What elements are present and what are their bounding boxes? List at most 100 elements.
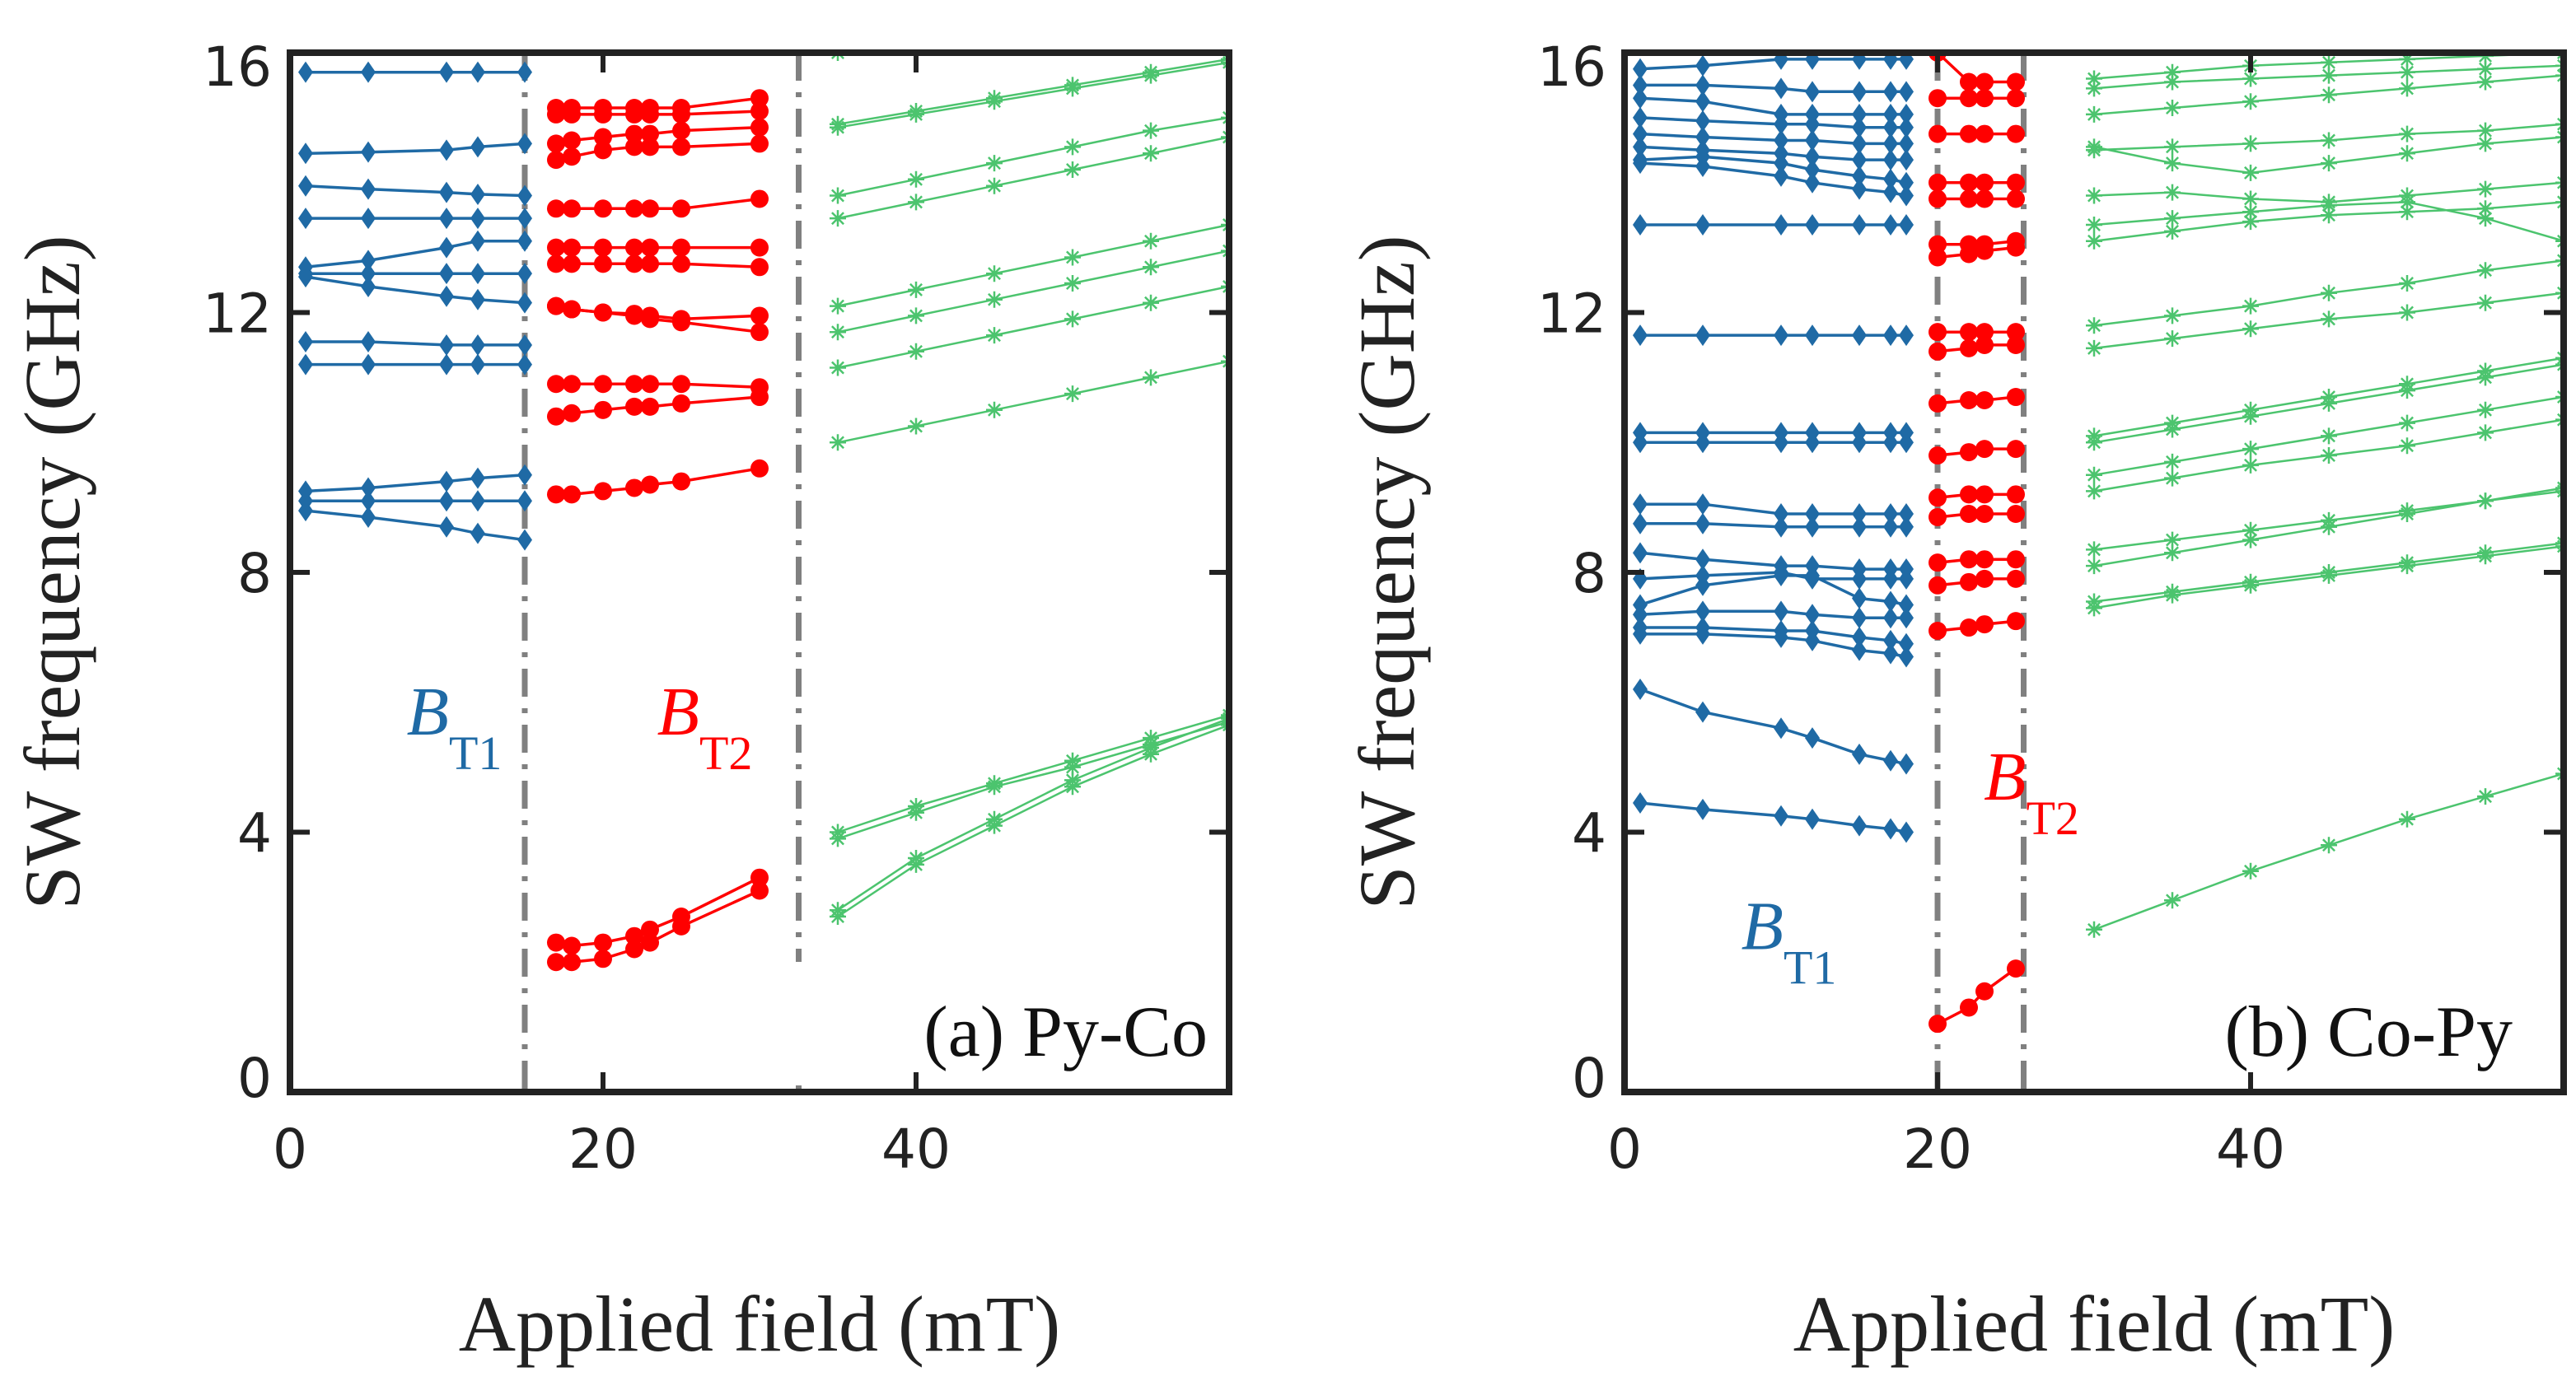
- data-point: [2164, 210, 2181, 227]
- data-point: [625, 926, 643, 945]
- data-point: [2242, 456, 2259, 474]
- data-point: [2164, 892, 2181, 909]
- series-line: [837, 714, 1229, 833]
- data-point: [361, 208, 376, 230]
- data-point: [750, 189, 769, 208]
- annotations: BT1 BT2: [1741, 739, 2079, 994]
- data-point: [2399, 437, 2415, 455]
- data-point: [1774, 626, 1788, 648]
- data-point: [1064, 275, 1081, 292]
- data-point: [2007, 485, 2025, 504]
- series-t2-t2-mode-10: [547, 375, 769, 397]
- data-point: [641, 254, 659, 273]
- plot-area: [1633, 53, 2564, 1092]
- data-point: [1975, 569, 1994, 588]
- data-point: [2007, 89, 2025, 108]
- data-point: [1883, 503, 1898, 525]
- data-point: [1975, 89, 1994, 108]
- series-t1-t1-mode-14: [1633, 512, 1914, 538]
- data-point: [1899, 149, 1914, 171]
- y-axis-title: SW frequency (GHz): [1343, 235, 1431, 909]
- data-point: [1975, 615, 1994, 634]
- data-point: [986, 90, 1003, 107]
- data-point: [439, 285, 454, 307]
- y-tick-label: 4: [1572, 802, 1606, 866]
- data-point: [1975, 550, 1994, 569]
- data-point: [517, 529, 532, 551]
- data-point: [2477, 369, 2494, 386]
- data-point: [908, 194, 924, 211]
- series-line: [305, 239, 525, 269]
- data-point: [2007, 440, 2025, 459]
- data-point: [1883, 81, 1898, 103]
- series-line: [1639, 551, 1906, 571]
- series-t1-t1-mode-10: [298, 464, 532, 502]
- data-point: [750, 306, 769, 325]
- data-point: [1695, 214, 1710, 236]
- data-point: [1064, 310, 1081, 328]
- data-point: [672, 199, 690, 218]
- data-point: [1960, 550, 1978, 569]
- series-t2-t2-mode-16: [1928, 612, 2025, 640]
- data-point: [1143, 0, 1159, 9]
- data-point: [1064, 385, 1081, 403]
- data-point: [1928, 621, 1947, 640]
- series-t2-t2-mode-10: [1928, 388, 2025, 413]
- data-point: [2242, 93, 2259, 110]
- data-point: [470, 490, 485, 512]
- data-point: [625, 306, 643, 325]
- data-point: [2007, 612, 2025, 631]
- data-point: [2242, 441, 2259, 458]
- y-tick-label: 16: [1537, 35, 1606, 99]
- data-point: [1883, 116, 1898, 138]
- data-point: [298, 61, 313, 83]
- data-point: [750, 868, 769, 887]
- data-point: [517, 133, 532, 155]
- data-point: [1883, 168, 1898, 190]
- data-point: [1805, 53, 1820, 70]
- data-point: [470, 230, 485, 252]
- data-point: [2242, 70, 2259, 87]
- data-point: [1805, 604, 1820, 626]
- data-point: [750, 258, 769, 277]
- series-line: [1639, 96, 1906, 116]
- data-point: [1695, 432, 1710, 454]
- data-point: [2399, 506, 2415, 522]
- data-point: [2086, 138, 2102, 156]
- data-point: [1883, 590, 1898, 613]
- data-point: [1960, 323, 1978, 342]
- series-sat-sat-mode-14: [2086, 411, 2564, 500]
- data-point: [750, 459, 769, 478]
- series-t2-t2-mode-7: [547, 254, 769, 277]
- annotations: BT1 BT2: [407, 674, 753, 780]
- data-point: [1143, 294, 1159, 311]
- series-sat-sat-mode-2: [830, 54, 1229, 136]
- series-line: [305, 184, 526, 198]
- panel-label: (b) Co-Py: [2224, 992, 2513, 1072]
- y-tick-label: 12: [203, 282, 272, 346]
- data-point: [1064, 77, 1081, 94]
- data-point: [641, 199, 659, 218]
- data-point: [908, 343, 924, 360]
- data-point: [361, 477, 376, 499]
- data-point: [298, 266, 313, 288]
- data-point: [1695, 91, 1710, 113]
- data-point: [2086, 80, 2102, 97]
- data-point: [1975, 323, 1994, 342]
- data-point: [470, 208, 485, 230]
- data-point: [1975, 173, 1994, 192]
- series-line: [837, 116, 1229, 197]
- data-point: [1633, 792, 1648, 814]
- data-point: [594, 950, 612, 968]
- data-point: [986, 401, 1003, 418]
- threshold-lines: [1934, 53, 2027, 1092]
- data-point: [1883, 149, 1898, 171]
- data-point: [470, 288, 485, 310]
- data-point: [563, 105, 581, 124]
- data-point: [2321, 132, 2337, 149]
- data-point: [547, 105, 565, 124]
- data-point: [1899, 53, 1914, 70]
- data-point: [641, 310, 659, 329]
- data-point: [625, 138, 643, 156]
- data-point: [1805, 432, 1820, 454]
